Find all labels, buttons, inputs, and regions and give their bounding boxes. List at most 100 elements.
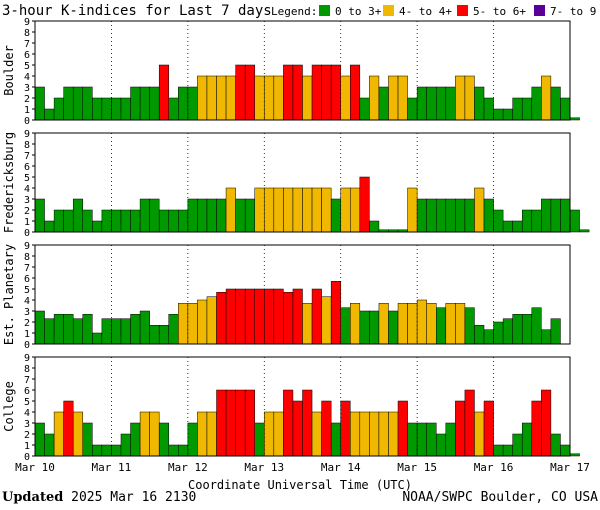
k-bar xyxy=(464,198,475,233)
k-bar xyxy=(436,433,447,457)
k-bar xyxy=(273,75,284,121)
k-bar xyxy=(330,64,341,121)
k-bar xyxy=(493,444,504,457)
k-bar xyxy=(111,97,122,121)
k-bar xyxy=(82,422,93,457)
k-bar xyxy=(512,433,523,457)
k-bar xyxy=(512,220,523,233)
legend-swatch xyxy=(383,5,394,16)
k-bar xyxy=(378,86,389,121)
k-bar xyxy=(550,198,561,233)
panel-frame xyxy=(34,244,571,345)
y-tick-label: 6 xyxy=(24,274,30,285)
k-bar xyxy=(120,97,131,121)
k-bar xyxy=(178,444,189,457)
y-tick-label: 1 xyxy=(24,105,30,116)
y-tick-label: 2 xyxy=(24,318,30,329)
k-bar xyxy=(321,64,332,121)
y-tick-label: 1 xyxy=(24,329,30,340)
k-bar xyxy=(445,303,456,345)
k-bar xyxy=(445,86,456,121)
k-bar xyxy=(292,64,303,121)
k-bar xyxy=(63,86,74,121)
k-bar xyxy=(178,303,189,345)
k-bar xyxy=(244,288,255,345)
y-tick-label: 7 xyxy=(24,39,30,50)
k-bar xyxy=(541,75,552,121)
y-tick-label: 0 xyxy=(24,228,30,239)
k-bar xyxy=(72,198,84,233)
k-bar xyxy=(225,288,236,345)
y-tick-label: 7 xyxy=(24,263,30,274)
k-bar xyxy=(493,209,504,233)
k-bar xyxy=(53,209,64,233)
panel-label: Fredericksburg xyxy=(2,132,16,233)
y-tick-label: 4 xyxy=(24,296,30,307)
x-tick-label: Mar 11 xyxy=(92,461,132,474)
k-bar xyxy=(359,97,370,121)
panel-label: Est. Planetary xyxy=(2,244,16,345)
y-tick-label: 6 xyxy=(24,386,30,397)
k-bar xyxy=(197,299,208,345)
k-bar xyxy=(63,314,74,345)
k-bar xyxy=(445,198,456,233)
k-bar xyxy=(445,422,456,457)
k-bar xyxy=(359,310,370,345)
k-bar xyxy=(369,220,380,233)
legend-label: Legend: xyxy=(271,5,317,18)
k-bar xyxy=(330,198,341,233)
legend-swatch xyxy=(534,5,545,16)
k-bar xyxy=(101,209,112,233)
k-bar xyxy=(407,422,418,457)
k-bar xyxy=(178,86,189,121)
k-bar xyxy=(149,325,160,345)
k-bar xyxy=(474,325,485,345)
k-bar xyxy=(397,303,408,345)
k-bar xyxy=(521,422,533,457)
k-bar xyxy=(493,321,504,345)
k-bar xyxy=(139,411,150,457)
k-bar xyxy=(197,75,208,121)
k-bar xyxy=(397,400,408,457)
k-bar xyxy=(521,97,533,121)
k-bar xyxy=(569,117,580,121)
k-bar xyxy=(474,411,485,457)
k-bar xyxy=(416,198,427,233)
k-bar xyxy=(158,64,169,121)
k-bar xyxy=(139,198,150,233)
k-bar xyxy=(53,411,64,457)
y-tick-label: 4 xyxy=(24,184,30,195)
k-bar xyxy=(464,75,475,121)
k-bar xyxy=(63,209,74,233)
y-tick-label: 5 xyxy=(24,61,30,72)
k-bar xyxy=(149,411,160,457)
k-bar xyxy=(321,187,332,233)
k-bar xyxy=(187,198,198,233)
y-tick-label: 9 xyxy=(24,17,30,28)
y-tick-label: 2 xyxy=(24,206,30,217)
legend-swatch xyxy=(457,5,468,16)
k-bar xyxy=(235,288,246,345)
k-bar xyxy=(407,97,418,121)
k-bar xyxy=(225,187,236,233)
k-bar xyxy=(531,86,542,121)
k-bar xyxy=(474,86,485,121)
k-bar xyxy=(168,209,179,233)
k-bar xyxy=(273,288,284,345)
panel-label: College xyxy=(2,381,16,432)
k-bar xyxy=(197,198,208,233)
k-bar xyxy=(139,310,150,345)
k-bar xyxy=(254,422,265,457)
y-tick-label: 3 xyxy=(24,419,30,430)
k-bar xyxy=(130,422,141,457)
y-tick-label: 0 xyxy=(24,340,30,351)
y-tick-label: 3 xyxy=(24,195,30,206)
k-bar xyxy=(111,209,122,233)
y-tick-label: 7 xyxy=(24,375,30,386)
k-bar xyxy=(187,303,198,345)
x-tick-label: Mar 15 xyxy=(397,461,437,474)
y-tick-label: 6 xyxy=(24,50,30,61)
k-bar xyxy=(321,400,332,457)
